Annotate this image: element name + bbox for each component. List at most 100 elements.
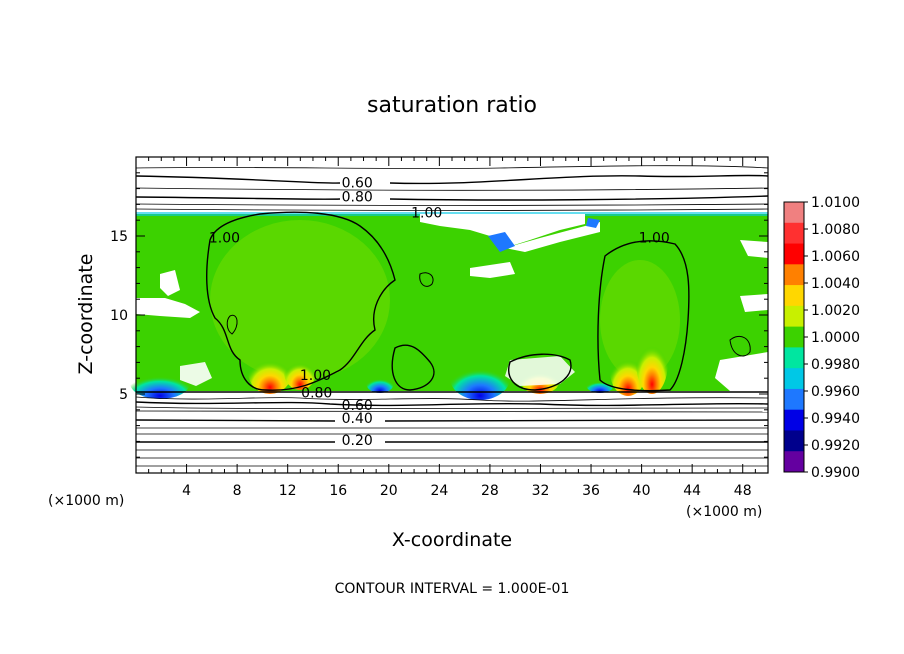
x-tick-label: 16 bbox=[329, 483, 347, 499]
y-axis-ticks: 5 10 15 bbox=[110, 156, 768, 474]
x-axis-ticks: 4 8 12 16 20 24 28 32 36 40 44 48 bbox=[135, 157, 769, 499]
x-tick-label: 48 bbox=[734, 483, 752, 499]
x-tick-label: 40 bbox=[633, 483, 651, 499]
x-tick-label: 32 bbox=[532, 483, 550, 499]
x-tick-label: 20 bbox=[380, 483, 398, 499]
saturation-field bbox=[130, 212, 768, 400]
colorbar-label: 0.9900 bbox=[811, 465, 860, 481]
colorbar-swatch bbox=[784, 222, 804, 245]
white-patch bbox=[715, 352, 768, 391]
colorbar-label: 1.0000 bbox=[811, 330, 860, 346]
cold-blob bbox=[366, 373, 394, 393]
colorbar-label: 1.0060 bbox=[811, 249, 860, 265]
white-patch bbox=[505, 356, 575, 386]
cold-blob bbox=[450, 356, 510, 400]
colorbar-swatch bbox=[784, 326, 804, 348]
y-tick-label: 10 bbox=[110, 308, 128, 324]
white-patch bbox=[740, 240, 768, 258]
contour-line bbox=[135, 406, 769, 410]
contour-line bbox=[508, 353, 572, 391]
colorbar-label: 0.9940 bbox=[811, 411, 860, 427]
colorbar-label: 0.9920 bbox=[811, 438, 860, 454]
warm-blob bbox=[284, 354, 316, 390]
colorbar-label: 1.0080 bbox=[811, 222, 860, 238]
y-axis-label: Z-coordinate bbox=[75, 254, 97, 375]
cold-blob bbox=[130, 367, 190, 399]
colorbar-swatch bbox=[784, 430, 804, 452]
blue-fringe bbox=[488, 232, 515, 252]
colorbar-swatch bbox=[784, 368, 804, 390]
white-patch bbox=[136, 298, 200, 318]
contour-line bbox=[226, 314, 238, 335]
x-tick-label: 28 bbox=[481, 483, 499, 499]
contour-labels: 0.600.801.001.00 1.001.000.800.600.400.20 bbox=[209, 175, 670, 449]
contour-line bbox=[391, 344, 435, 391]
x-axis-label: X-coordinate bbox=[392, 529, 512, 551]
contour-line bbox=[135, 174, 769, 185]
colorbar-swatch bbox=[784, 409, 804, 431]
contour-label: 0.80 bbox=[342, 190, 373, 206]
z-unit-label: (×1000 m) bbox=[48, 493, 124, 509]
colorbar-label: 1.0020 bbox=[811, 303, 860, 319]
contour-line bbox=[135, 410, 769, 413]
x-tick-label: 4 bbox=[182, 483, 191, 499]
x-tick-label: 12 bbox=[279, 483, 297, 499]
contour-label: 1.00 bbox=[300, 368, 331, 384]
cold-blob bbox=[586, 377, 614, 393]
contour-line bbox=[135, 187, 769, 191]
warm-blob bbox=[636, 330, 668, 394]
colorbar-label: 0.9980 bbox=[811, 357, 860, 373]
contour-line bbox=[135, 208, 769, 211]
chart-title: saturation ratio bbox=[367, 93, 537, 118]
colorbar-swatch bbox=[784, 202, 804, 224]
lower-contour-lines bbox=[135, 391, 769, 467]
colorbar-label: 1.0100 bbox=[811, 195, 860, 211]
colorbar-label: 0.9960 bbox=[811, 384, 860, 400]
contour-line bbox=[135, 165, 769, 169]
contour-label: 0.80 bbox=[301, 386, 332, 402]
colorbar-swatch bbox=[784, 451, 804, 473]
colorbar-swatch bbox=[784, 305, 804, 328]
contour-line bbox=[135, 401, 769, 407]
contour-line bbox=[135, 391, 769, 394]
white-patch bbox=[420, 214, 585, 248]
contour-line bbox=[729, 336, 751, 357]
contour-label: 1.00 bbox=[411, 205, 442, 221]
y-tick-label: 15 bbox=[110, 229, 128, 245]
contour-label: 0.60 bbox=[342, 175, 373, 191]
colorbar: 1.0100 1.0080 1.0060 1.0040 1.0020 1.0000 0.99… bbox=[783, 195, 860, 481]
light-green-zone bbox=[210, 220, 390, 380]
colorbar-swatch bbox=[784, 285, 804, 307]
x-tick-label: 8 bbox=[233, 483, 242, 499]
contour-line bbox=[419, 272, 434, 287]
contour-label: 1.00 bbox=[639, 231, 670, 247]
colorbar-swatch bbox=[784, 347, 804, 369]
contour-line bbox=[597, 240, 690, 392]
white-patch bbox=[160, 270, 180, 296]
white-patch bbox=[505, 222, 600, 252]
contour-lines bbox=[135, 165, 769, 392]
contour-label: 0.20 bbox=[342, 433, 373, 449]
contour-label: 0.40 bbox=[342, 411, 373, 427]
blue-fringe bbox=[586, 218, 600, 228]
contour-interval-note: CONTOUR INTERVAL = 1.000E-01 bbox=[335, 581, 570, 597]
white-patch bbox=[740, 294, 768, 312]
white-patch bbox=[470, 262, 515, 278]
colorbar-swatch bbox=[784, 388, 804, 411]
x-tick-label: 44 bbox=[683, 483, 701, 499]
contour-line bbox=[135, 419, 769, 422]
contour-line bbox=[135, 195, 769, 201]
contour-line bbox=[206, 211, 396, 391]
y-tick-label: 5 bbox=[119, 387, 128, 403]
colorbar-swatch bbox=[784, 243, 804, 265]
white-patch bbox=[180, 362, 212, 386]
contour-line bbox=[135, 203, 769, 206]
x-unit-label: (×1000 m) bbox=[686, 504, 762, 520]
x-tick-label: 36 bbox=[582, 483, 600, 499]
contour-label: 1.00 bbox=[209, 231, 240, 247]
colorbar-swatch bbox=[784, 264, 804, 286]
contour-label: 0.60 bbox=[342, 398, 373, 414]
contour-line bbox=[135, 396, 769, 402]
colorbar-label: 1.0040 bbox=[811, 276, 860, 292]
